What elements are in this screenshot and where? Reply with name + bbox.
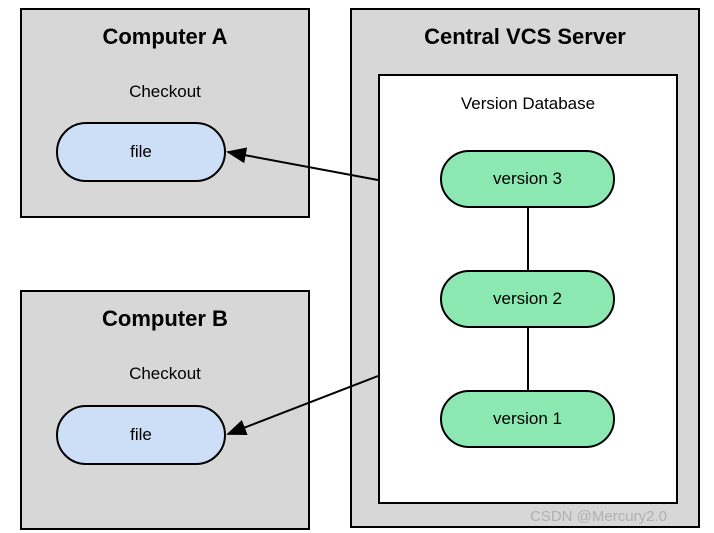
computer-a-panel: Computer A Checkout — [20, 8, 310, 218]
connector-3-2 — [527, 208, 529, 270]
computer-a-subtitle: Checkout — [22, 82, 308, 102]
computer-b-title: Computer B — [22, 306, 308, 332]
version-2-label: version 2 — [493, 289, 562, 309]
server-title: Central VCS Server — [352, 24, 698, 50]
version-3-label: version 3 — [493, 169, 562, 189]
version-3-pill: version 3 — [440, 150, 615, 208]
computer-b-file-label: file — [130, 425, 152, 445]
computer-a-title: Computer A — [22, 24, 308, 50]
connector-2-1 — [527, 328, 529, 390]
computer-b-subtitle: Checkout — [22, 364, 308, 384]
watermark: CSDN @Mercury2.0 — [530, 508, 667, 525]
computer-a-file-label: file — [130, 142, 152, 162]
version-1-pill: version 1 — [440, 390, 615, 448]
version-2-pill: version 2 — [440, 270, 615, 328]
version-1-label: version 1 — [493, 409, 562, 429]
computer-a-file-pill: file — [56, 122, 226, 182]
version-database-title: Version Database — [380, 94, 676, 114]
computer-b-file-pill: file — [56, 405, 226, 465]
